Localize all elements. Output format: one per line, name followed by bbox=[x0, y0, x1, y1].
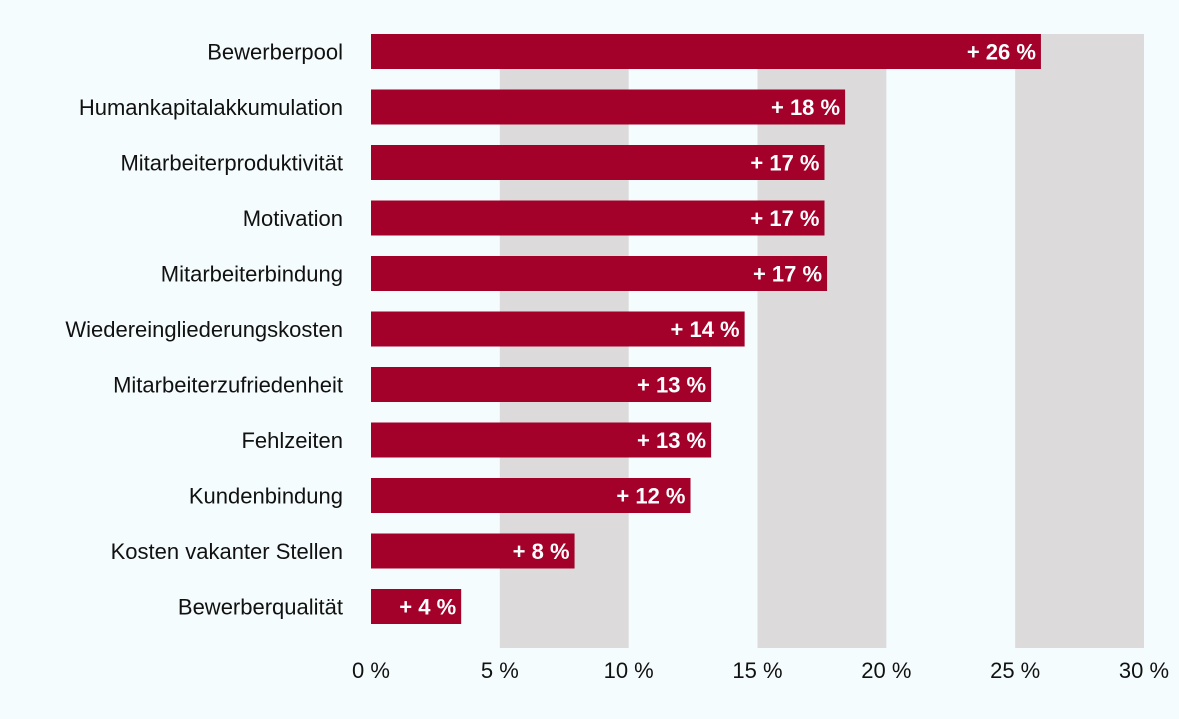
category-label: Humankapitalakkumulation bbox=[79, 95, 343, 120]
category-label: Motivation bbox=[243, 206, 343, 231]
data-label: + 4 % bbox=[399, 595, 456, 620]
data-label: + 17 % bbox=[750, 151, 819, 176]
x-tick-label: 0 % bbox=[352, 658, 390, 683]
category-label: Mitarbeiterbindung bbox=[161, 262, 343, 287]
data-label: + 13 % bbox=[637, 428, 706, 453]
x-tick-label: 15 % bbox=[732, 658, 782, 683]
data-labels: + 26 % + 18 % + 17 % + 17 % + 17 % + 14 % + 13… bbox=[399, 40, 1036, 620]
bar bbox=[371, 422, 712, 458]
category-label: Kundenbindung bbox=[189, 484, 343, 509]
bar bbox=[371, 34, 1041, 69]
background-band bbox=[757, 34, 887, 648]
data-label: + 12 % bbox=[616, 484, 685, 509]
bar bbox=[371, 367, 712, 402]
bar bbox=[371, 145, 825, 180]
category-labels: Bewerberpool Humankapitalakkumulation Mita… bbox=[65, 40, 343, 620]
data-label: + 18 % bbox=[771, 95, 840, 120]
x-tick-label: 30 % bbox=[1119, 658, 1169, 683]
category-label: Bewerberqualität bbox=[178, 595, 343, 620]
x-tick-label: 5 % bbox=[481, 658, 519, 683]
data-label: + 17 % bbox=[750, 206, 819, 231]
bar bbox=[371, 256, 828, 291]
x-tick-label: 25 % bbox=[990, 658, 1040, 683]
category-label: Mitarbeiterzufriedenheit bbox=[113, 373, 343, 398]
bars bbox=[371, 34, 1041, 624]
bar bbox=[371, 478, 691, 513]
bar bbox=[371, 200, 825, 236]
background-band bbox=[1015, 34, 1144, 648]
x-axis-tick-labels: 0 % 5 % 10 % 15 % 20 % 25 % 30 % bbox=[352, 658, 1169, 683]
category-label: Bewerberpool bbox=[207, 40, 343, 65]
data-label: + 26 % bbox=[967, 40, 1036, 65]
bar bbox=[371, 311, 745, 347]
data-label: + 14 % bbox=[671, 317, 740, 342]
category-label: Kosten vakanter Stellen bbox=[111, 539, 343, 564]
x-tick-label: 10 % bbox=[604, 658, 654, 683]
bar bbox=[371, 89, 846, 125]
category-label: Wiedereingliederungskosten bbox=[65, 317, 343, 342]
background-bands bbox=[499, 34, 1144, 648]
category-label: Mitarbeiterproduktivität bbox=[120, 151, 343, 176]
data-label: + 8 % bbox=[513, 539, 570, 564]
data-label: + 17 % bbox=[753, 262, 822, 287]
category-label: Fehlzeiten bbox=[241, 428, 343, 453]
data-label: + 13 % bbox=[637, 373, 706, 398]
bar bbox=[371, 533, 575, 569]
bar bbox=[371, 589, 462, 624]
x-tick-label: 20 % bbox=[861, 658, 911, 683]
